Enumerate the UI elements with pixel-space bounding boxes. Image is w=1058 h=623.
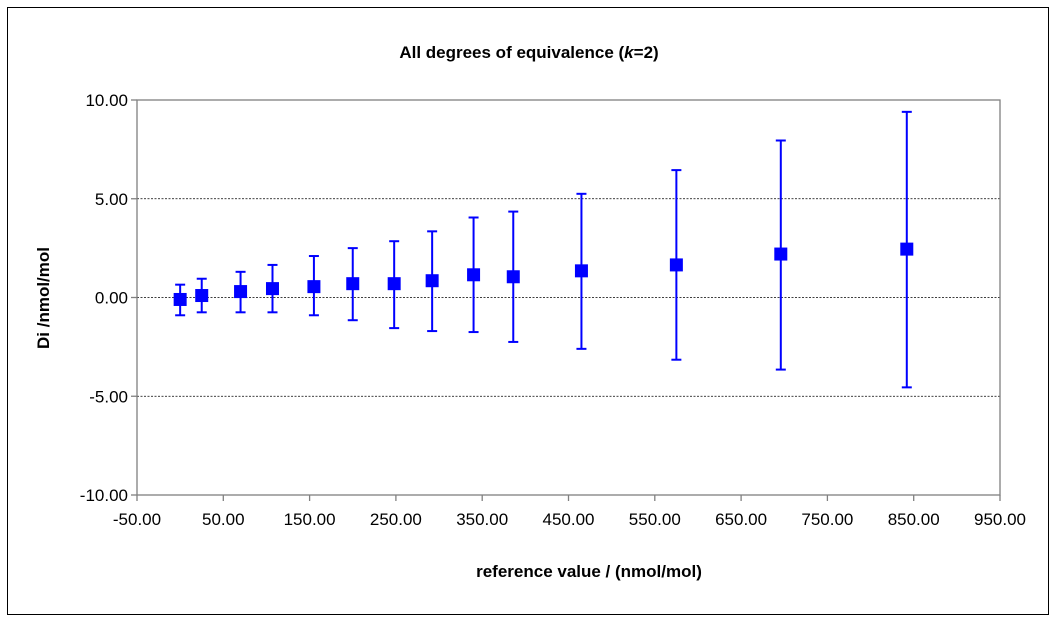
x-tick-label-2: 150.00 (284, 510, 336, 529)
chart-title-part-k: k (624, 43, 635, 62)
y-tick-label-4: 10.00 (85, 91, 128, 110)
data-point-7 (425, 274, 439, 288)
y-tick-label-3: 5.00 (95, 190, 128, 209)
y-axis-ticks: -10.00 -5.00 0.00 5.00 10.00 (80, 91, 137, 505)
data-point-4 (307, 280, 321, 294)
x-tick-label-4: 350.00 (456, 510, 508, 529)
y-tick-label-2: 0.00 (95, 289, 128, 308)
data-point-10 (574, 264, 588, 278)
data-point-12 (774, 247, 788, 261)
x-tick-label-0: -50.00 (113, 510, 161, 529)
chart-title-part-1: All degrees of equivalence ( (399, 43, 624, 62)
x-tick-label-9: 850.00 (888, 510, 940, 529)
x-axis-ticks: -50.00 50.00 150.00 250.00 350.00 450.00 550.0… (113, 495, 1026, 529)
data-point-6 (387, 277, 401, 291)
data-point-0 (173, 292, 187, 306)
x-tick-label-6: 550.00 (629, 510, 681, 529)
data-point-1 (195, 289, 209, 303)
x-tick-label-7: 650.00 (715, 510, 767, 529)
chart-title: All degrees of equivalence (k=2) (399, 43, 658, 62)
data-point-13 (900, 242, 914, 256)
y-tick-label-0: -10.00 (80, 486, 128, 505)
chart-title-part-2: =2) (634, 43, 659, 62)
y-tick-label-1: -5.00 (89, 387, 128, 406)
data-point-5 (346, 277, 360, 291)
data-point-11 (669, 258, 683, 272)
x-tick-label-8: 750.00 (801, 510, 853, 529)
x-tick-label-1: 50.00 (202, 510, 245, 529)
x-tick-label-3: 250.00 (370, 510, 422, 529)
x-tick-label-5: 450.00 (543, 510, 595, 529)
data-point-2 (234, 285, 248, 299)
data-point-9 (506, 270, 520, 284)
data-series (173, 110, 914, 389)
y-axis-label: Di /nmol/mol (34, 247, 53, 349)
data-point-3 (265, 282, 279, 296)
data-point-8 (467, 268, 481, 282)
grid-lines (137, 198, 1000, 397)
x-axis-label: reference value / (nmol/mol) (476, 562, 702, 581)
x-tick-label-10: 950.00 (974, 510, 1026, 529)
